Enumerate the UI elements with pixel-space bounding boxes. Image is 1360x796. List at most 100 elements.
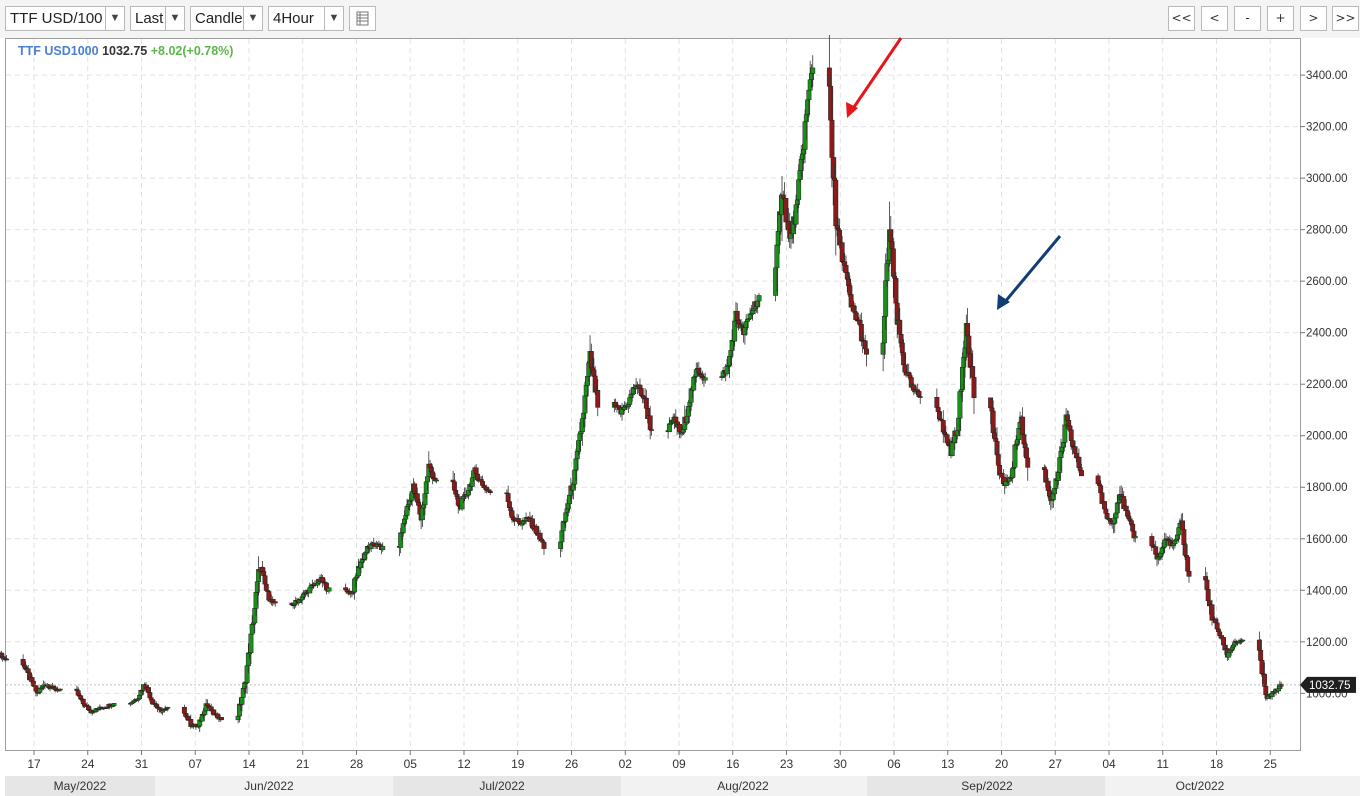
candle-up [806, 89, 812, 101]
candle-down [541, 542, 547, 549]
candle-down [944, 434, 950, 444]
x-tick-label: 06 [887, 757, 901, 771]
candle-up [1132, 536, 1138, 539]
candle-up [165, 706, 171, 709]
x-tick-label: 21 [296, 757, 310, 771]
chart-style-value: Candle [195, 10, 243, 27]
y-tick-label: 1800.00 [1306, 482, 1348, 494]
candle-up [774, 244, 780, 269]
candle-up [796, 179, 802, 201]
x-tick-label: 12 [457, 757, 471, 771]
x-tick-label: 31 [135, 757, 149, 771]
month-label: Jun/2022 [244, 779, 294, 793]
table-icon [356, 11, 369, 26]
y-tick-label: 1400.00 [1306, 585, 1348, 597]
chart-toolbar: TTF USD/100 ▼ Last ▼ Candle ▼ 4Hour ▼ <<… [0, 0, 1360, 38]
chart-style-select[interactable]: Candle ▼ [190, 6, 263, 31]
chevron-down-icon[interactable]: ▼ [165, 7, 184, 30]
x-tick-label: 26 [565, 757, 579, 771]
x-tick-label: 16 [726, 757, 740, 771]
candle-up [810, 67, 816, 74]
x-tick-label: 28 [350, 757, 364, 771]
candle-down [1186, 570, 1192, 577]
x-tick-label: 30 [834, 757, 848, 771]
candle-down [487, 490, 493, 494]
x-tick-label: 13 [941, 757, 955, 771]
y-tick-label: 3400.00 [1306, 70, 1348, 82]
candle-up [666, 423, 672, 433]
y-tick-label: 1600.00 [1306, 534, 1348, 546]
x-tick-label: 18 [1210, 757, 1224, 771]
x-tick-label: 11 [1157, 757, 1170, 771]
x-tick-label: 09 [672, 757, 686, 771]
x-tick-label: 25 [1264, 757, 1278, 771]
chevron-down-icon[interactable]: ▼ [324, 7, 343, 30]
legend-last-price: 1032.75 [102, 44, 148, 58]
candle-down [829, 119, 835, 158]
candle-up [380, 545, 386, 551]
symbol-select[interactable]: TTF USD/100 ▼ [5, 6, 125, 31]
chevron-down-icon[interactable]: ▼ [243, 7, 262, 30]
x-tick-label: 05 [404, 757, 418, 771]
candle-down [4, 658, 9, 661]
y-tick-label: 2600.00 [1306, 276, 1348, 288]
candle-up [434, 479, 439, 482]
data-table-button[interactable] [349, 6, 376, 31]
scroll-left-button[interactable]: < [1201, 6, 1228, 31]
y-tick-label: 2200.00 [1306, 379, 1348, 391]
zoom-in-button[interactable]: + [1267, 6, 1294, 31]
x-tick-label: 20 [995, 757, 1009, 771]
candle-up [949, 440, 955, 456]
interval-value: 4Hour [273, 10, 314, 27]
x-tick-label: 23 [780, 757, 794, 771]
candle-up [248, 633, 254, 653]
candle-down [917, 396, 923, 398]
candle-up [702, 377, 708, 381]
candle-up [111, 703, 117, 706]
y-axis: 1000.001200.001400.001600.001800.002000.… [6, 70, 1356, 700]
x-tick-label: 19 [511, 757, 525, 771]
y-tick-label: 2800.00 [1306, 225, 1348, 237]
x-tick-label: 27 [1049, 757, 1063, 771]
scroll-right-button[interactable]: > [1300, 6, 1327, 31]
scroll-end-button[interactable]: >> [1332, 6, 1359, 31]
candle-up [756, 295, 762, 302]
grid-lines [6, 39, 1300, 750]
zoom-out-button[interactable]: - [1234, 6, 1261, 31]
candle-down [971, 377, 977, 399]
candle-up [326, 587, 332, 592]
red-arrow-line [850, 37, 903, 111]
month-label: Oct/2022 [1176, 779, 1225, 793]
candle-down [272, 601, 278, 604]
scroll-start-button[interactable]: << [1168, 6, 1195, 31]
candle-down [1079, 470, 1084, 477]
candle-down [911, 384, 917, 390]
y-tick-label: 2400.00 [1306, 328, 1348, 340]
x-axis: 17 24 31 07 14 21 28 05 12 19 26 02 09 16 23 30 06 13 20 27… [27, 750, 1277, 771]
chevron-down-icon[interactable]: ▼ [105, 7, 124, 30]
price-type-select[interactable]: Last ▼ [130, 6, 185, 31]
x-tick-label: 14 [242, 757, 256, 771]
month-label: Aug/2022 [717, 779, 769, 793]
last-price-label: 1032.75 [1309, 680, 1351, 692]
y-tick-label: 2000.00 [1306, 431, 1348, 443]
month-label: Sep/2022 [961, 779, 1013, 793]
candle-down [864, 348, 869, 355]
legend-symbol: TTF USD1000 [18, 44, 99, 58]
candle-down [1278, 683, 1284, 687]
interval-select[interactable]: 4Hour ▼ [268, 6, 344, 31]
candle-up [57, 688, 63, 691]
y-tick-label: 1200.00 [1306, 637, 1348, 649]
candle-up [627, 397, 633, 405]
x-tick-label: 07 [189, 757, 203, 771]
candle-up [239, 697, 245, 705]
y-tick-label: 3200.00 [1306, 122, 1348, 134]
candle-down [219, 717, 224, 721]
last-price-tag [1300, 676, 1356, 693]
price-type-value: Last [135, 10, 164, 27]
candle-up [1276, 688, 1282, 692]
candle-up [307, 587, 313, 594]
chart-plot-area[interactable] [5, 38, 1301, 751]
candle-down [848, 294, 854, 308]
